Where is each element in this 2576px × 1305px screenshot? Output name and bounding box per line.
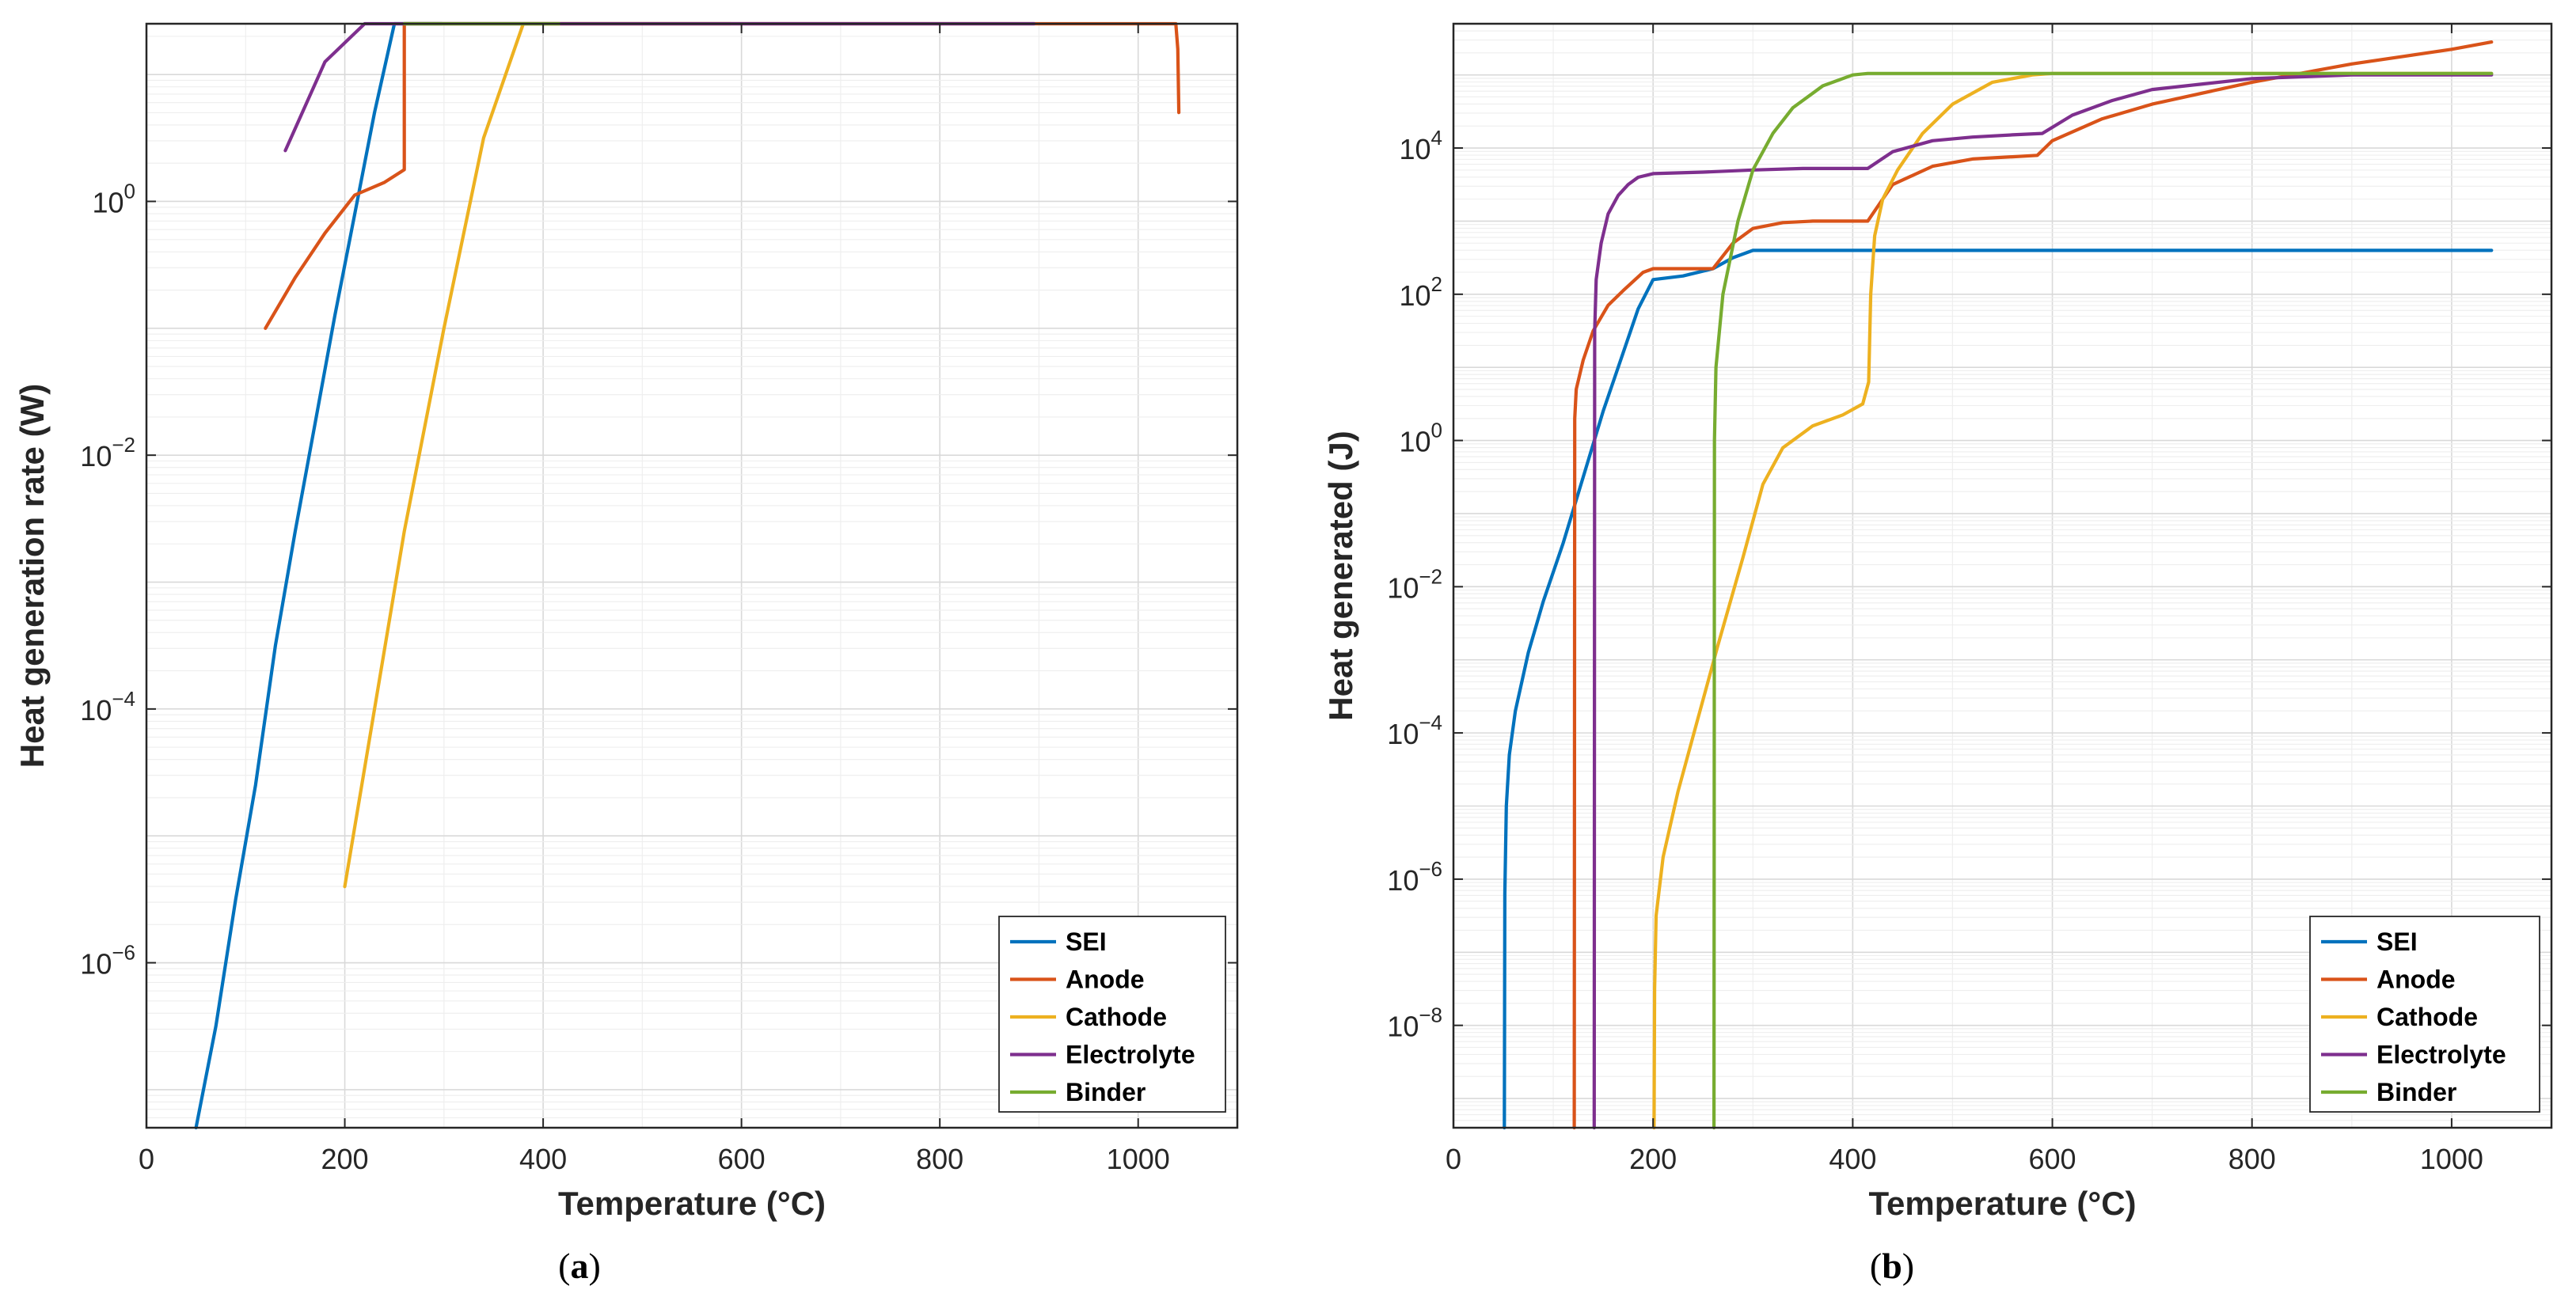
y-axis-label-a: Heat generation rate (W) bbox=[13, 384, 51, 768]
legend-label-sei: SEI bbox=[1066, 928, 1107, 956]
series-line-binder bbox=[1712, 71, 2494, 1130]
y-tick-label: 104 bbox=[1399, 126, 1442, 165]
legend-label-sei: SEI bbox=[2377, 928, 2418, 956]
y-tick-label: 10−6 bbox=[1387, 857, 1442, 897]
y-tick-label: 102 bbox=[1399, 272, 1442, 312]
x-axis-label-a: Temperature (°C) bbox=[558, 1185, 826, 1222]
x-tick-label: 1000 bbox=[2420, 1143, 2483, 1175]
legend-label-binder: Binder bbox=[1066, 1078, 1146, 1106]
y-tick-label: 100 bbox=[92, 179, 135, 218]
y-tick-label: 10−2 bbox=[80, 433, 135, 472]
series-line-anode bbox=[1572, 40, 2494, 1130]
x-tick-label: 600 bbox=[2029, 1143, 2076, 1175]
y-tick-label: 10−6 bbox=[80, 941, 135, 981]
series-line-anode bbox=[264, 21, 1181, 330]
y-tick-label: 10−2 bbox=[1387, 564, 1442, 604]
legend-label-electrolyte: Electrolyte bbox=[1066, 1041, 1195, 1069]
x-tick-label: 800 bbox=[916, 1143, 963, 1175]
plot-frame-a bbox=[145, 22, 1239, 1129]
y-tick-label: 10−4 bbox=[80, 687, 135, 726]
y-axis-label-b: Heat generated (J) bbox=[1322, 431, 1359, 720]
x-tick-label: 400 bbox=[1829, 1143, 1876, 1175]
y-tick-label: 10−4 bbox=[1387, 711, 1442, 750]
chart-panel-a: 0200400600800100010−610−410−210010210410… bbox=[13, 21, 1239, 1286]
series-line-sei bbox=[1503, 248, 2494, 1130]
x-tick-label: 200 bbox=[1629, 1143, 1677, 1175]
plot-frame-b bbox=[1452, 22, 2553, 1129]
legend-label-electrolyte: Electrolyte bbox=[2377, 1041, 2506, 1069]
x-tick-label: 1000 bbox=[1107, 1143, 1170, 1175]
legend-label-anode: Anode bbox=[1066, 965, 1145, 994]
series-line-electrolyte bbox=[1592, 73, 2494, 1130]
legend-b: SEI Anode Cathode Electrolyte Binder bbox=[2309, 916, 2540, 1113]
x-tick-label: 600 bbox=[718, 1143, 766, 1175]
legend-label-anode: Anode bbox=[2377, 965, 2456, 994]
legend-label-binder: Binder bbox=[2377, 1078, 2456, 1106]
ticks-b: 0 200 400 600 800 1000 10−8 10−6 10−4 10−2 100 102 1… bbox=[1387, 24, 2551, 1175]
x-tick-label: 400 bbox=[519, 1143, 567, 1175]
panel-label-b: (b) bbox=[1870, 1246, 1914, 1286]
x-tick-label: 200 bbox=[321, 1143, 369, 1175]
ticks-a: 0200400600800100010−610−410−210010210410… bbox=[80, 24, 1237, 1175]
y-tick-label: 10−8 bbox=[1387, 1003, 1442, 1043]
series-b bbox=[1503, 40, 2494, 1130]
x-axis-label-b: Temperature (°C) bbox=[1868, 1185, 2136, 1222]
series-line-sei bbox=[194, 21, 444, 1130]
x-tick-label: 0 bbox=[1446, 1143, 1461, 1175]
x-tick-label: 0 bbox=[139, 1143, 154, 1175]
panel-label-a: (a) bbox=[558, 1246, 601, 1286]
legend-label-cathode: Cathode bbox=[2377, 1003, 2478, 1031]
x-tick-label: 800 bbox=[2228, 1143, 2276, 1175]
y-tick-label: 100 bbox=[1399, 419, 1442, 458]
legend-label-cathode: Cathode bbox=[1066, 1003, 1167, 1031]
chart-panel-b: 0 200 400 600 800 1000 10−8 10−6 10−4 10−2 100 102 1… bbox=[1322, 22, 2553, 1286]
legend-a: SEI Anode Cathode Electrolyte Binder bbox=[998, 916, 1226, 1113]
legend-box bbox=[2309, 916, 2540, 1113]
legend-box bbox=[998, 916, 1226, 1113]
